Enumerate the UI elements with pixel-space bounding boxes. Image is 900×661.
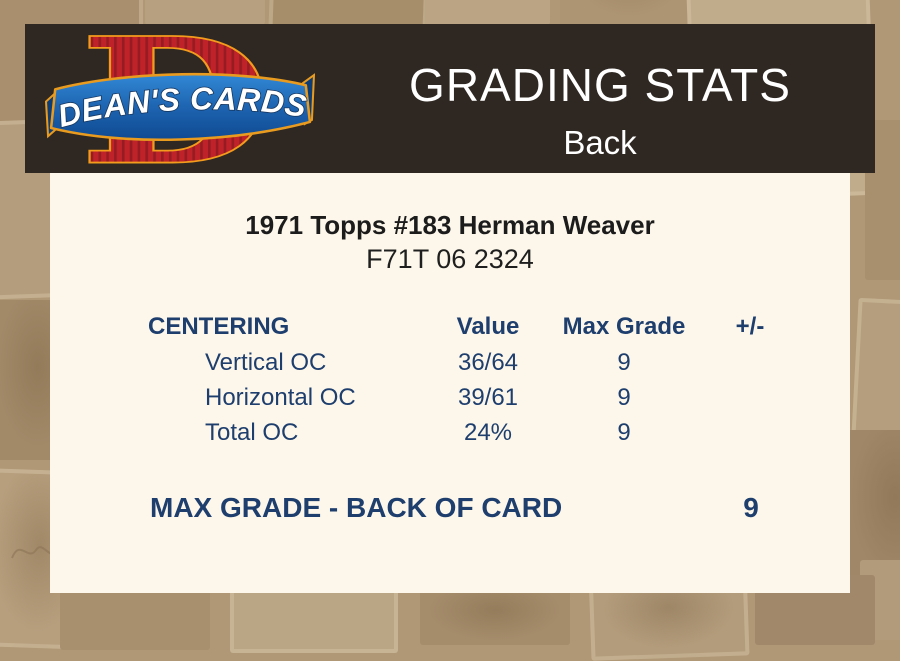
row-label: Horizontal OC xyxy=(205,384,356,411)
page-subtitle-back: Back xyxy=(563,124,637,161)
ribbon-band xyxy=(49,72,312,142)
table-row: Vertical OC 36/64 9 xyxy=(50,348,850,380)
row-max-grade: 9 xyxy=(617,384,631,411)
summary-label: MAX GRADE - BACK OF CARD xyxy=(150,492,563,523)
background-card-tile xyxy=(425,0,550,25)
row-label: Total OC xyxy=(205,419,299,446)
col-header-centering: CENTERING xyxy=(148,313,290,340)
background-card-tile xyxy=(560,0,700,25)
summary-grade-value: 9 xyxy=(743,492,759,523)
header-bar: D DEAN'S CARDS GRADING STATS Back xyxy=(25,24,875,173)
deans-cards-logo: D DEAN'S CARDS xyxy=(45,31,315,166)
page-title: GRADING STATS xyxy=(409,59,791,111)
col-header-max-grade: Max Grade xyxy=(562,313,686,340)
row-value: 36/64 xyxy=(457,349,519,376)
table-header-row: CENTERING Value Max Grade +/- xyxy=(50,312,850,344)
col-header-value: Value xyxy=(456,313,520,340)
table-row: Horizontal OC 39/61 9 xyxy=(50,383,850,415)
card-serial-number: F71T 06 2324 xyxy=(366,244,534,274)
row-max-grade: 9 xyxy=(617,419,631,446)
row-label: Vertical OC xyxy=(205,349,327,376)
background-card-tile xyxy=(145,0,265,25)
background-card-tile xyxy=(851,297,900,441)
background-card-tile xyxy=(420,585,570,645)
row-value: 39/61 xyxy=(457,384,519,411)
row-max-grade: 9 xyxy=(617,349,631,376)
table-row: Total OC 24% 9 xyxy=(50,418,850,450)
col-header-plus-minus: +/- xyxy=(735,313,765,340)
card-title: 1971 Topps #183 Herman Weaver xyxy=(245,210,655,240)
grading-stats-panel: 1971 Topps #183 Herman Weaver F71T 06 23… xyxy=(50,173,850,593)
summary-row: MAX GRADE - BACK OF CARD 9 xyxy=(50,491,850,527)
row-value: 24% xyxy=(463,419,513,446)
